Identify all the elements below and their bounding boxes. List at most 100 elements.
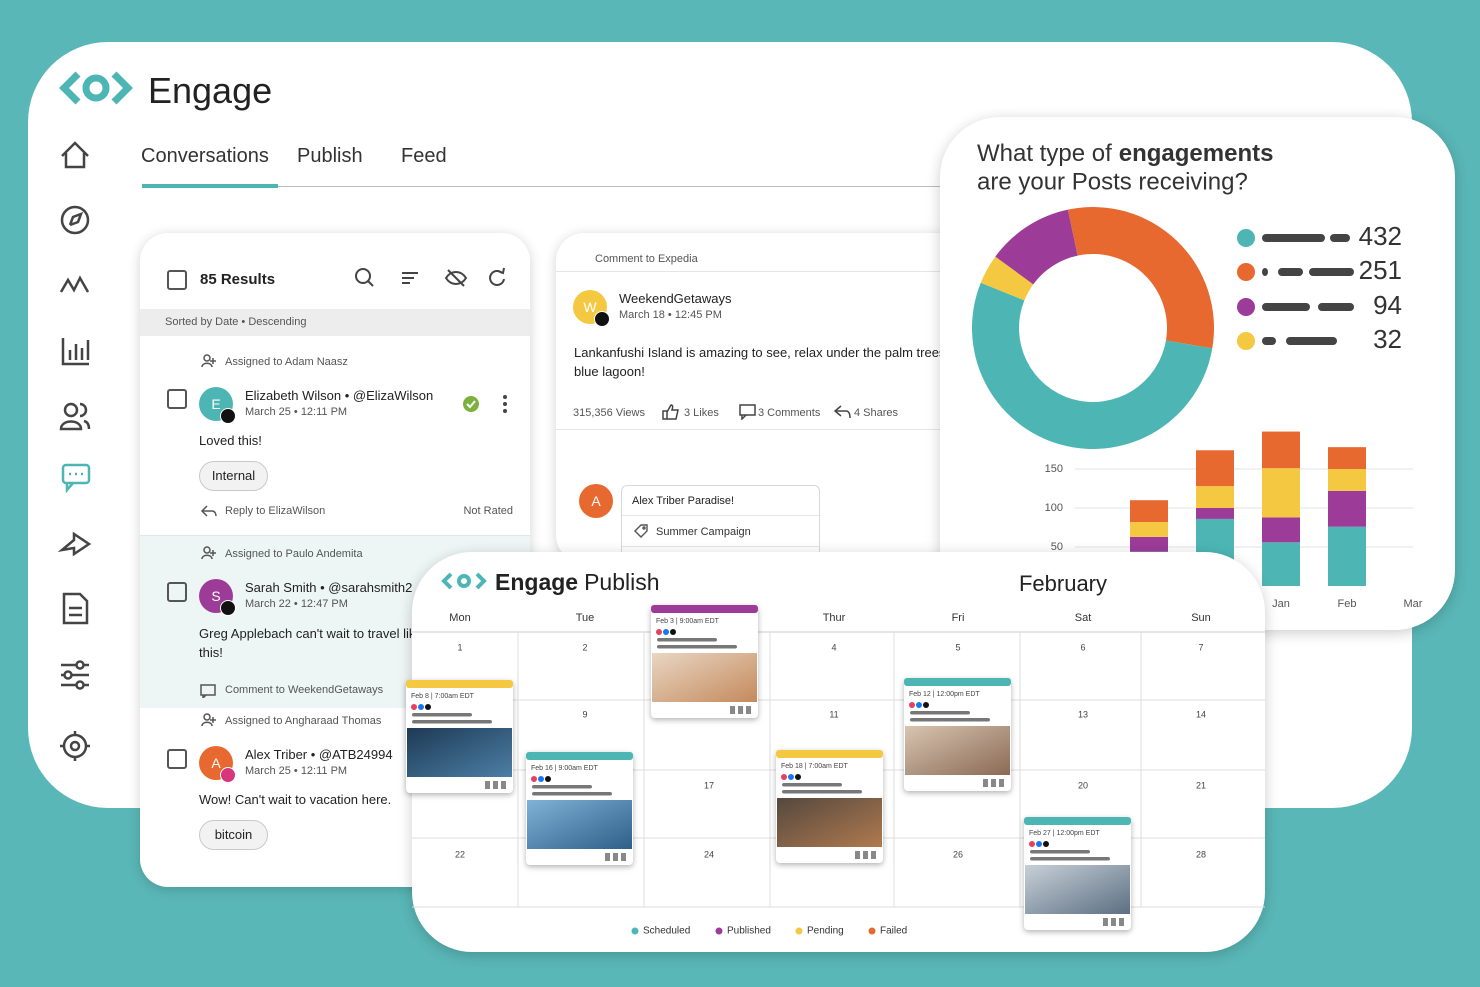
legend-dot bbox=[1237, 298, 1255, 316]
date: 22 bbox=[455, 849, 465, 859]
network-dot bbox=[656, 629, 662, 635]
network-dot bbox=[1036, 841, 1042, 847]
network-dot bbox=[1029, 841, 1035, 847]
event-card[interactable]: Feb 18 | 7:00am EDT bbox=[776, 750, 883, 863]
title-text: What type of bbox=[977, 140, 1112, 167]
engagement-chart: What type of engagements are your Posts r… bbox=[972, 140, 1423, 610]
reply-link[interactable]: Reply to ElizaWilson bbox=[225, 505, 326, 517]
event-action[interactable] bbox=[863, 851, 868, 859]
nav-settings-sliders[interactable] bbox=[61, 660, 89, 690]
date: 20 bbox=[1078, 780, 1088, 790]
event-time: Feb 12 | 12:00pm EDT bbox=[909, 691, 980, 698]
network-dot bbox=[923, 702, 929, 708]
tab[interactable]: Feed bbox=[401, 145, 447, 167]
nav-settings[interactable] bbox=[60, 731, 90, 761]
bar-segment bbox=[1262, 431, 1300, 469]
search-icon[interactable] bbox=[355, 268, 374, 287]
network-dot bbox=[1043, 841, 1049, 847]
logo-chevron bbox=[59, 71, 81, 105]
event-action[interactable] bbox=[999, 779, 1004, 787]
publish-calendar: Engage Publish February Mon Tue Thur Fri Sat S… bbox=[406, 552, 1265, 952]
assigned-to: Assigned to Adam Naasz bbox=[225, 356, 348, 368]
event-card[interactable]: Feb 8 | 7:00am EDT bbox=[406, 680, 513, 793]
event-action[interactable] bbox=[621, 853, 626, 861]
select-all-checkbox[interactable] bbox=[167, 270, 187, 290]
nav-activity[interactable] bbox=[59, 275, 90, 293]
nav-home[interactable] bbox=[61, 141, 89, 169]
more-menu[interactable] bbox=[500, 394, 510, 414]
event-action[interactable] bbox=[613, 853, 618, 861]
event-action[interactable] bbox=[493, 781, 498, 789]
tag[interactable]: bitcoin bbox=[199, 820, 268, 850]
event-action[interactable] bbox=[1119, 918, 1124, 926]
nav-conversations[interactable] bbox=[61, 463, 91, 494]
event-card[interactable]: Feb 3 | 9:00am EDT bbox=[651, 605, 758, 718]
donut-segment bbox=[972, 282, 1213, 449]
assign-icon bbox=[201, 354, 216, 368]
event-card[interactable]: Feb 27 | 12:00pm EDT bbox=[1024, 817, 1131, 930]
date: 4 bbox=[831, 642, 836, 652]
text-placeholder bbox=[910, 711, 970, 715]
tiktok-badge bbox=[594, 311, 610, 327]
refresh-icon[interactable] bbox=[489, 267, 505, 286]
event-action[interactable] bbox=[605, 853, 610, 861]
text-placeholder bbox=[782, 783, 842, 787]
event-action[interactable] bbox=[746, 706, 751, 714]
hide-icon[interactable] bbox=[444, 269, 468, 287]
tab[interactable]: Conversations bbox=[141, 145, 269, 167]
nav-reports[interactable] bbox=[61, 338, 90, 366]
legend-label: Scheduled bbox=[643, 926, 690, 937]
event-card[interactable]: Feb 16 | 9:00am EDT bbox=[526, 752, 633, 865]
item-checkbox[interactable] bbox=[167, 582, 187, 602]
text-placeholder bbox=[1030, 850, 1090, 854]
weekday: Tue bbox=[576, 612, 595, 624]
bar-segment bbox=[1130, 522, 1168, 537]
views: 315,356 Views bbox=[573, 407, 645, 419]
event-image bbox=[777, 798, 882, 847]
divider bbox=[622, 515, 819, 516]
avatar: A bbox=[579, 484, 613, 518]
rating: Not Rated bbox=[463, 505, 513, 517]
toolbar bbox=[355, 267, 505, 287]
event-action[interactable] bbox=[1103, 918, 1108, 926]
donut-segment bbox=[980, 256, 1034, 301]
nav-documents[interactable] bbox=[62, 592, 89, 625]
legend-dot bbox=[631, 927, 639, 935]
weekday: Fri bbox=[952, 612, 965, 624]
nav-explore[interactable] bbox=[60, 205, 90, 235]
y-tick-label: 50 bbox=[1051, 541, 1063, 553]
event-action[interactable] bbox=[871, 851, 876, 859]
item-checkbox[interactable] bbox=[167, 749, 187, 769]
event-action[interactable] bbox=[738, 706, 743, 714]
tab[interactable]: Publish bbox=[297, 145, 363, 167]
nav-people[interactable] bbox=[59, 402, 91, 431]
event-action[interactable] bbox=[485, 781, 490, 789]
post-context: Comment to Expedia bbox=[595, 253, 698, 265]
nav-publish[interactable] bbox=[57, 531, 92, 557]
legend-dot bbox=[868, 927, 876, 935]
sidebar bbox=[57, 141, 92, 761]
event-card[interactable]: Feb 12 | 12:00pm EDT bbox=[904, 678, 1011, 791]
event-action[interactable] bbox=[991, 779, 996, 787]
reply-box: Alex Triber Paradise! Summer Campaign bbox=[621, 485, 820, 563]
sort-icon[interactable] bbox=[402, 272, 418, 284]
item-checkbox[interactable] bbox=[167, 389, 187, 409]
assign-icon bbox=[201, 713, 216, 727]
tag[interactable]: Internal bbox=[199, 461, 268, 491]
product: Publish bbox=[584, 569, 659, 595]
legend-placeholder bbox=[1330, 234, 1350, 242]
event-status-bar bbox=[1024, 817, 1131, 825]
title-emphasis: engagements bbox=[1119, 140, 1274, 167]
event-action[interactable] bbox=[730, 706, 735, 714]
assign-icon bbox=[201, 546, 216, 560]
network-dot bbox=[795, 774, 801, 780]
event-action[interactable] bbox=[1111, 918, 1116, 926]
event-action[interactable] bbox=[501, 781, 506, 789]
brand: Engage bbox=[495, 569, 578, 595]
event-action[interactable] bbox=[983, 779, 988, 787]
comment-icon bbox=[200, 684, 216, 698]
event-action[interactable] bbox=[855, 851, 860, 859]
legend-placeholder bbox=[1318, 303, 1354, 311]
event-time: Feb 16 | 9:00am EDT bbox=[531, 765, 599, 772]
